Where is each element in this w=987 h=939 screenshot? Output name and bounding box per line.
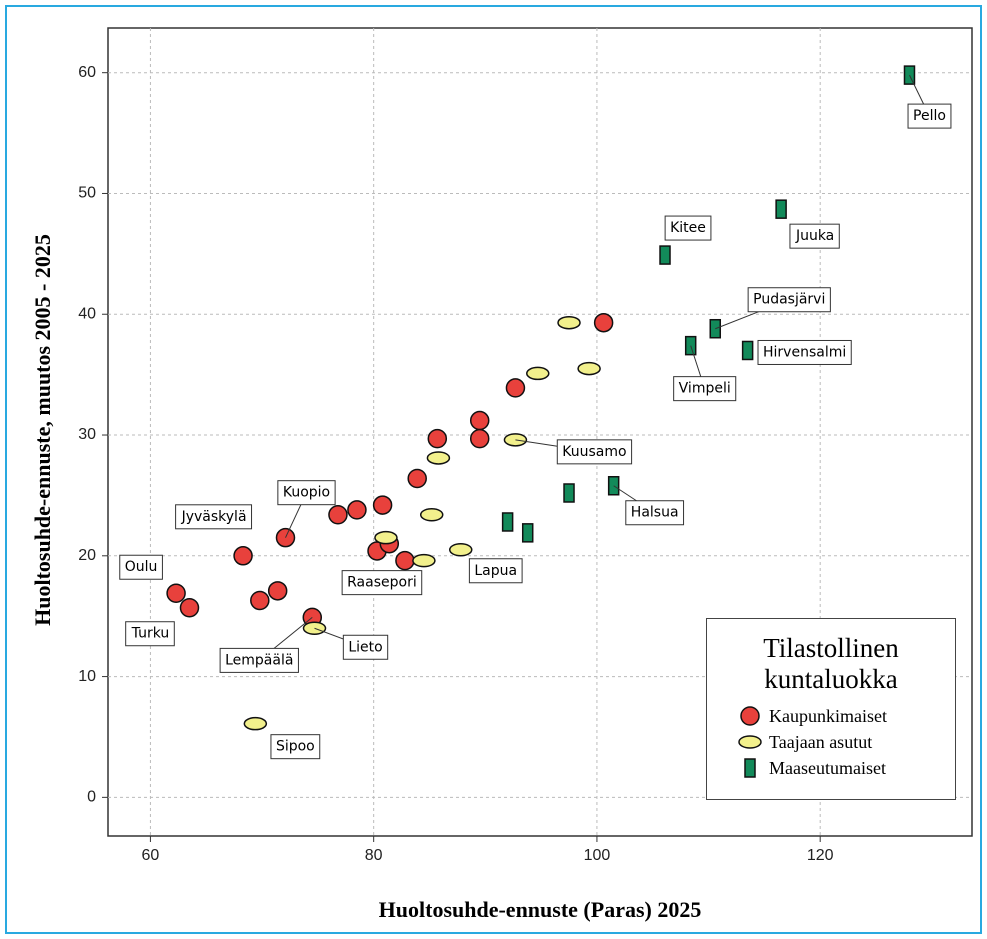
point [659, 245, 671, 265]
point [577, 361, 601, 376]
label-box [757, 339, 852, 365]
point-label: Lempäälä [225, 652, 293, 668]
x-tick-label: 80 [365, 847, 383, 864]
point [526, 366, 550, 381]
y-tick-label: 50 [78, 185, 96, 202]
legend-swatch [744, 758, 756, 778]
point [501, 512, 514, 532]
label-box [342, 634, 389, 660]
point-label: Oulu [125, 559, 158, 575]
point-label: Pello [913, 108, 946, 124]
point [419, 507, 444, 522]
point [505, 378, 526, 398]
point [426, 451, 451, 465]
point [250, 590, 270, 611]
point-label: Kuopio [283, 485, 330, 501]
legend-marker [738, 735, 762, 749]
point-label: Jyväskylä [181, 509, 247, 525]
legend-label: Taajaan asutut [769, 731, 873, 752]
point [328, 504, 348, 525]
legend-item: Taajaan asutut [707, 729, 955, 755]
label-box [468, 558, 523, 584]
legend-label: Maaseutumaiset [769, 757, 886, 778]
point-label: Raasepori [347, 575, 417, 591]
label-box [125, 621, 175, 647]
label-box [747, 287, 831, 313]
point [427, 428, 448, 449]
point [243, 716, 268, 731]
point [448, 543, 473, 557]
point-label: Kuusamo [562, 444, 626, 460]
label-box [175, 504, 253, 530]
label-box [270, 734, 321, 760]
point [179, 597, 200, 618]
y-axis-title: Huoltosuhde-ennuste, muutos 2005 - 2025 [30, 234, 55, 626]
y-tick-label: 20 [78, 547, 96, 564]
point [374, 530, 398, 545]
point [166, 583, 186, 603]
point [372, 495, 393, 515]
label-box [341, 570, 423, 596]
legend-swatch [740, 706, 760, 726]
point [521, 523, 534, 543]
point [469, 428, 490, 449]
point-label: Juuka [795, 228, 834, 244]
legend: Tilastollinen kuntaluokka Kaupunkimaiset… [706, 618, 956, 800]
label-box [277, 480, 336, 506]
legend-swatch [738, 735, 762, 749]
y-tick-label: 40 [78, 305, 96, 322]
x-tick-label: 120 [807, 847, 834, 864]
legend-marker [744, 758, 756, 778]
x-axis-title: Huoltosuhde-ennuste (Paras) 2025 [379, 897, 702, 922]
legend-item: Maaseutumaiset [707, 755, 955, 781]
point-label: Halsua [631, 505, 679, 521]
point [469, 410, 490, 431]
point-label: Hirvensalmi [763, 344, 846, 360]
point [557, 315, 581, 330]
point [347, 500, 367, 520]
y-tick-label: 60 [78, 64, 96, 81]
label-box [219, 647, 299, 673]
point [775, 199, 787, 219]
label-box [625, 500, 685, 526]
y-tick-label: 0 [87, 789, 96, 806]
point-label: Lieto [348, 639, 382, 655]
label-box [119, 554, 163, 580]
point-label: Pudasjärvi [753, 292, 825, 308]
legend-marker [740, 706, 760, 726]
point-label: Turku [131, 626, 170, 642]
legend-label: Kaupunkimaiset [769, 705, 887, 726]
series [243, 315, 601, 731]
point-label: Lapua [474, 563, 517, 579]
point-label: Sipoo [276, 739, 315, 755]
label-box [556, 439, 633, 465]
label-box [673, 376, 737, 402]
label-box [907, 103, 952, 129]
legend-item: Kaupunkimaiset [707, 703, 955, 729]
x-tick-label: 100 [584, 847, 611, 864]
point [412, 553, 436, 568]
legend-title: Tilastollinen kuntaluokka [763, 633, 899, 694]
point [563, 483, 575, 503]
point [593, 312, 614, 333]
label-box [664, 215, 712, 241]
y-tick-label: 10 [78, 668, 96, 685]
x-tick-label: 60 [142, 847, 160, 864]
point [395, 550, 415, 571]
point [407, 468, 427, 489]
point-label: Kitee [670, 220, 706, 236]
y-tick-label: 30 [78, 426, 96, 443]
point [267, 581, 288, 601]
point [741, 340, 754, 361]
point-label: Vimpeli [679, 381, 731, 397]
point [233, 546, 253, 566]
label-box [789, 223, 840, 249]
